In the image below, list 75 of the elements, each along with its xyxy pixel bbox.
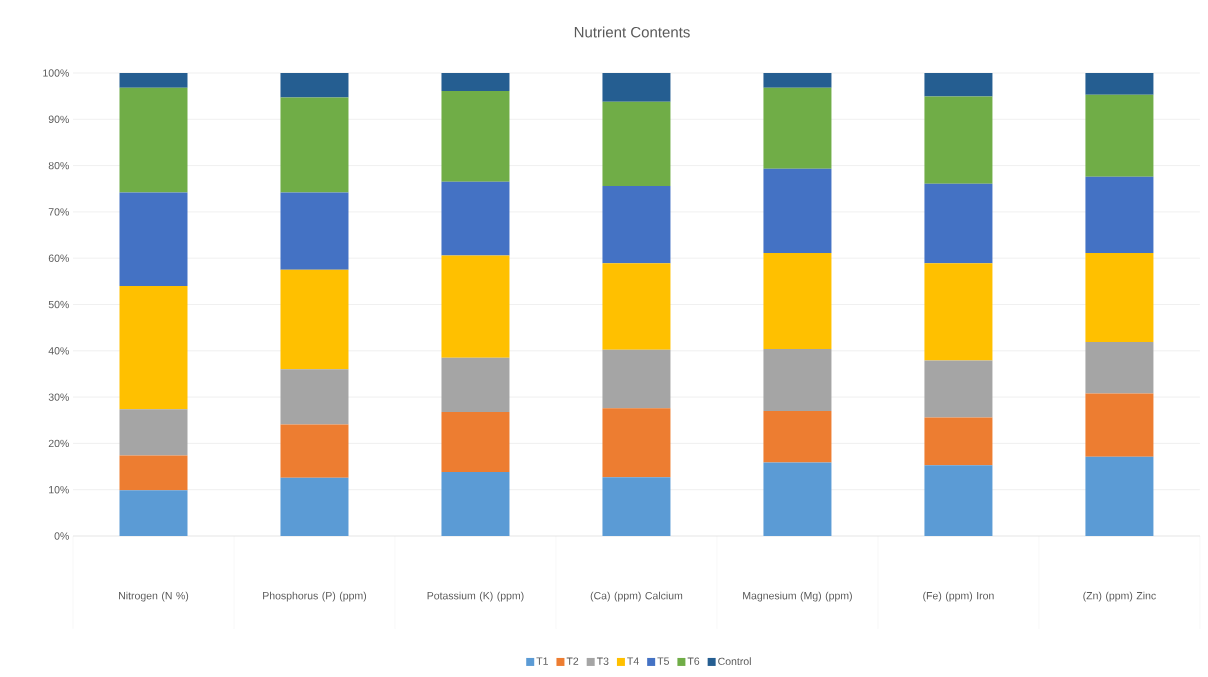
bar: [280, 269, 349, 370]
bar: [602, 408, 671, 478]
legend-label: T1: [536, 657, 548, 665]
y-tick-label: 0%: [54, 532, 69, 540]
bar: [763, 87, 832, 169]
bar: [280, 73, 349, 98]
bar: [924, 73, 993, 97]
bar: [119, 73, 188, 88]
x-tick-label: (Zn) (ppm) Zinc: [1083, 591, 1156, 602]
bar: [924, 417, 993, 466]
bar: [1085, 253, 1154, 342]
bar: [763, 410, 832, 463]
bar: [1085, 393, 1154, 457]
bar: [602, 101, 671, 186]
y-tick-label: 40%: [48, 347, 69, 355]
bar: [280, 477, 349, 536]
bar: [924, 263, 993, 361]
x-tick-label: (Ca) (ppm) Calcium: [590, 591, 683, 602]
bar: [924, 465, 993, 536]
y-tick-label: 60%: [48, 254, 69, 262]
bar: [441, 73, 510, 92]
bar: [763, 253, 832, 349]
bar: [441, 357, 510, 412]
bar: [119, 87, 188, 193]
x-tick-label: Magnesium (Mg) (ppm): [743, 591, 852, 602]
bar: [119, 455, 188, 491]
bar: [441, 255, 510, 358]
x-tick-label: Nitrogen (N %): [119, 591, 189, 602]
bar: [602, 185, 671, 264]
x-tick-label: Phosphorus (P) (ppm): [263, 591, 367, 602]
bar: [441, 411, 510, 473]
bar: [602, 477, 671, 536]
legend-label: T5: [657, 657, 669, 665]
bar: [1085, 456, 1154, 536]
bar: [280, 424, 349, 478]
bar: [763, 462, 832, 536]
bar: [441, 91, 510, 182]
y-tick-label: 80%: [48, 161, 69, 170]
y-tick-label: 90%: [48, 115, 69, 124]
bar: [602, 349, 671, 409]
bar: [119, 192, 188, 286]
bar: [1085, 94, 1154, 177]
bar: [119, 285, 188, 410]
bar: [1085, 176, 1154, 254]
y-tick-label: 10%: [49, 485, 69, 494]
bar: [280, 192, 349, 270]
bar: [441, 472, 510, 536]
bar: [280, 369, 349, 425]
bar: [924, 183, 993, 264]
chart-title: Nutrient Contents: [574, 26, 690, 38]
bar: [602, 263, 671, 350]
bar: [602, 73, 671, 102]
legend-label: Control: [718, 657, 751, 666]
legend-label: T6: [687, 657, 700, 665]
x-tick-label: Potassium (K) (ppm): [427, 591, 524, 602]
legend-label: T2: [566, 657, 579, 665]
bar: [441, 181, 510, 256]
bar: [763, 73, 832, 88]
bar: [1085, 73, 1154, 95]
y-tick-label: 20%: [48, 439, 69, 448]
x-tick-label: (Fe) (ppm) Iron: [923, 591, 994, 602]
bar: [280, 97, 349, 193]
bar: [119, 490, 188, 536]
bar: [763, 348, 832, 411]
bar: [924, 96, 993, 184]
bar: [1085, 342, 1154, 394]
y-tick-label: 70%: [48, 208, 69, 216]
bar: [924, 360, 993, 418]
legend-label: T4: [627, 657, 639, 665]
y-tick-label: 50%: [48, 300, 69, 309]
y-tick-label: 100%: [43, 69, 69, 77]
bar: [763, 168, 832, 254]
bar: [119, 409, 188, 456]
legend-label: T3: [596, 657, 609, 665]
y-tick-label: 30%: [48, 393, 69, 401]
